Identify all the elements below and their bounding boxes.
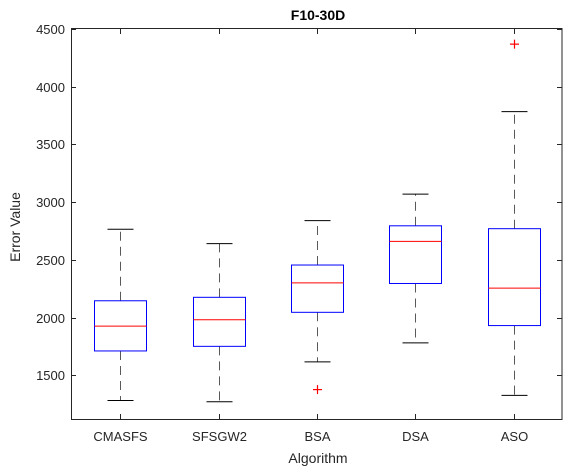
y-tick-label: 4500 bbox=[36, 22, 65, 37]
y-tick-label: 3500 bbox=[36, 137, 65, 152]
box-dsa bbox=[389, 193, 442, 344]
x-axis-title: Algorithm bbox=[288, 450, 347, 466]
boxes-layer bbox=[94, 39, 541, 403]
chart-title: F10-30D bbox=[291, 7, 345, 23]
box-aso bbox=[488, 39, 541, 396]
y-tick-label: 2500 bbox=[36, 253, 65, 268]
y-tick-label: 3000 bbox=[36, 195, 65, 210]
outlier-marker bbox=[313, 385, 322, 395]
box-bsa bbox=[291, 220, 344, 395]
iqr-box bbox=[389, 225, 442, 284]
x-tick-label: DSA bbox=[402, 429, 429, 444]
x-tick-label: BSA bbox=[304, 429, 330, 444]
iqr-box bbox=[488, 228, 541, 327]
y-tick-label: 1500 bbox=[36, 368, 65, 383]
x-tick-label: CMASFS bbox=[93, 429, 148, 444]
iqr-box bbox=[291, 264, 344, 313]
y-tick-label: 2000 bbox=[36, 311, 65, 326]
x-tick-label: SFSGW2 bbox=[192, 429, 247, 444]
box-sfsgw2 bbox=[193, 243, 246, 403]
y-axis: 1500 2000 2500 3000 3500 4000 4500 bbox=[36, 22, 562, 383]
outlier-marker bbox=[510, 39, 519, 49]
y-axis-title: Error Value bbox=[7, 192, 23, 262]
x-tick-label: ASO bbox=[501, 429, 528, 444]
x-axis: CMASFS SFSGW2 BSA DSA ASO bbox=[93, 29, 528, 444]
plot-frame bbox=[71, 28, 563, 420]
iqr-box bbox=[193, 296, 246, 347]
box-cmasfs bbox=[94, 228, 147, 402]
y-tick-label: 4000 bbox=[36, 80, 65, 95]
